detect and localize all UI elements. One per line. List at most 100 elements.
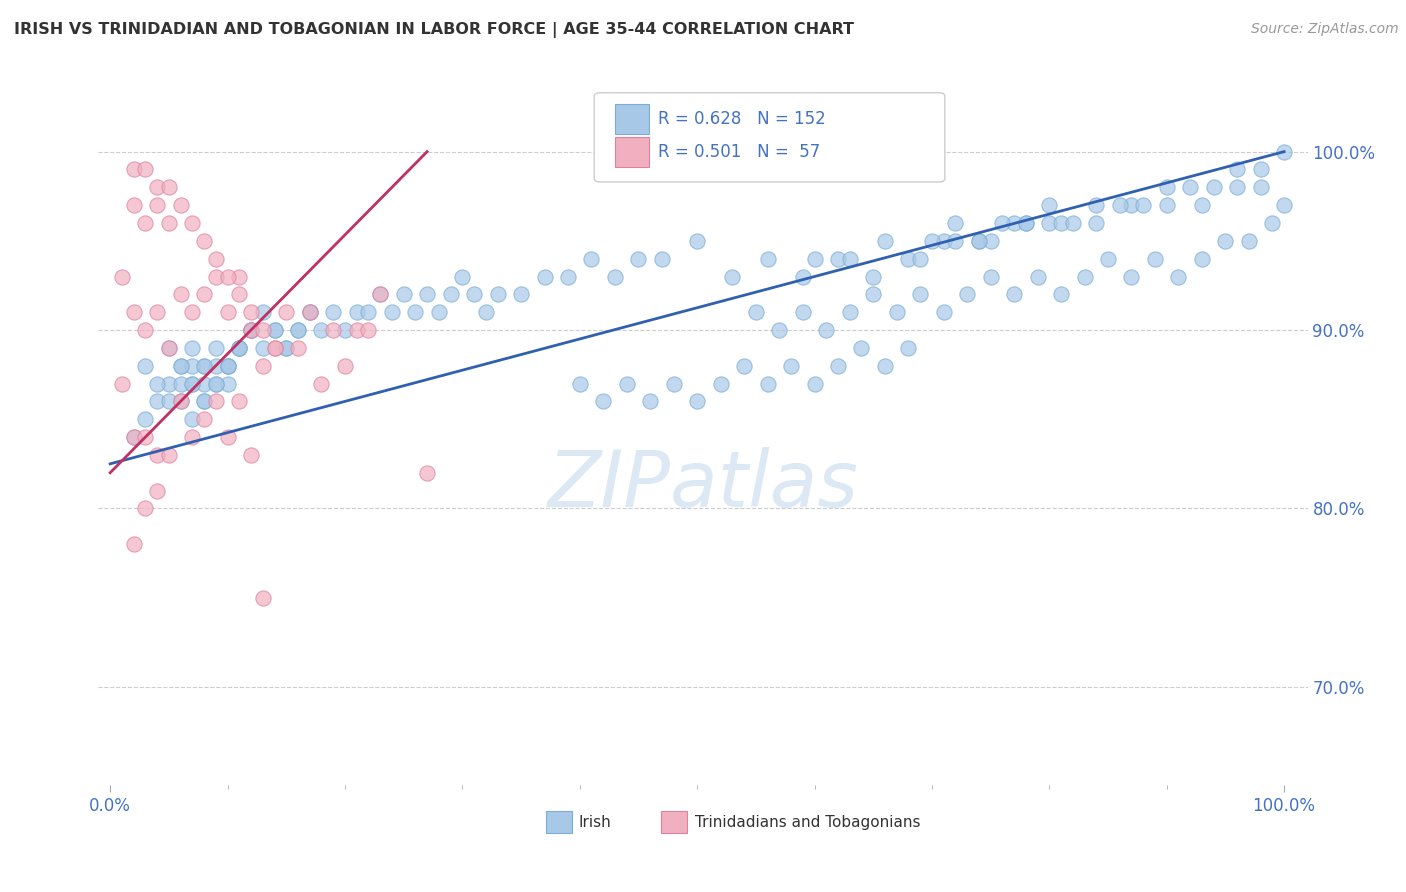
Point <box>1215 234 1237 248</box>
Point <box>157 341 180 355</box>
Point <box>193 234 215 248</box>
Point <box>1050 216 1073 230</box>
Point <box>557 269 579 284</box>
Point <box>111 376 134 391</box>
Point <box>486 287 509 301</box>
Point <box>240 323 263 337</box>
Point <box>157 448 180 462</box>
Point <box>1015 216 1038 230</box>
Point <box>427 305 450 319</box>
Point <box>404 305 426 319</box>
Point <box>627 252 650 266</box>
Point <box>252 341 274 355</box>
Point <box>228 394 250 409</box>
Point <box>146 376 169 391</box>
Point <box>146 483 169 498</box>
Point <box>838 305 860 319</box>
Point <box>851 341 873 355</box>
Point <box>204 341 226 355</box>
Point <box>276 305 298 319</box>
Point <box>756 376 779 391</box>
Point <box>803 376 825 391</box>
Point <box>803 252 825 266</box>
Point <box>252 305 274 319</box>
Point <box>252 359 274 373</box>
Point <box>463 287 485 301</box>
Text: IRISH VS TRINIDADIAN AND TOBAGONIAN IN LABOR FORCE | AGE 35-44 CORRELATION CHART: IRISH VS TRINIDADIAN AND TOBAGONIAN IN L… <box>14 22 853 38</box>
Point <box>298 305 321 319</box>
Point <box>134 412 156 426</box>
Point <box>298 305 321 319</box>
Point <box>169 359 191 373</box>
Point <box>204 394 226 409</box>
FancyBboxPatch shape <box>661 811 688 833</box>
Point <box>217 305 239 319</box>
Point <box>967 234 990 248</box>
Point <box>169 394 191 409</box>
Point <box>792 305 814 319</box>
Point <box>1226 180 1249 194</box>
Point <box>122 430 145 444</box>
Point <box>146 394 169 409</box>
Point <box>1191 198 1213 212</box>
Point <box>298 305 321 319</box>
Point <box>134 323 156 337</box>
Point <box>1015 216 1038 230</box>
Text: ZIPatlas: ZIPatlas <box>547 447 859 524</box>
Point <box>581 252 603 266</box>
Point <box>1167 269 1189 284</box>
Point <box>686 394 709 409</box>
Point <box>1085 198 1108 212</box>
Point <box>122 305 145 319</box>
Point <box>592 394 614 409</box>
Point <box>616 376 638 391</box>
Point <box>1002 287 1025 301</box>
Point <box>1121 269 1143 284</box>
Point <box>276 341 298 355</box>
Point <box>603 269 626 284</box>
Point <box>908 252 931 266</box>
Point <box>217 269 239 284</box>
Point <box>181 305 204 319</box>
Point <box>416 466 439 480</box>
Point <box>768 323 790 337</box>
Point <box>991 216 1014 230</box>
Point <box>322 305 344 319</box>
Point <box>638 394 661 409</box>
Point <box>1156 198 1178 212</box>
Point <box>932 305 955 319</box>
Point <box>193 359 215 373</box>
Point <box>311 323 333 337</box>
Point <box>181 359 204 373</box>
Point <box>1026 269 1049 284</box>
Point <box>1250 180 1272 194</box>
Text: Trinidadians and Tobagonians: Trinidadians and Tobagonians <box>695 814 920 830</box>
Point <box>157 341 180 355</box>
Point <box>134 162 156 177</box>
Point <box>710 376 733 391</box>
Point <box>263 323 285 337</box>
Point <box>815 323 838 337</box>
Point <box>733 359 755 373</box>
Point <box>228 269 250 284</box>
Point <box>122 162 145 177</box>
Point <box>510 287 533 301</box>
Point <box>897 252 920 266</box>
Point <box>662 376 685 391</box>
Point <box>439 287 461 301</box>
Point <box>228 341 250 355</box>
Point <box>169 394 191 409</box>
Point <box>956 287 979 301</box>
Point <box>1002 216 1025 230</box>
Point <box>1143 252 1166 266</box>
Point <box>780 359 803 373</box>
Point <box>921 234 943 248</box>
Point <box>240 323 263 337</box>
Point <box>193 376 215 391</box>
Point <box>1272 145 1295 159</box>
Point <box>1038 216 1060 230</box>
Point <box>146 180 169 194</box>
Point <box>346 305 368 319</box>
Point <box>1073 269 1095 284</box>
Point <box>193 412 215 426</box>
